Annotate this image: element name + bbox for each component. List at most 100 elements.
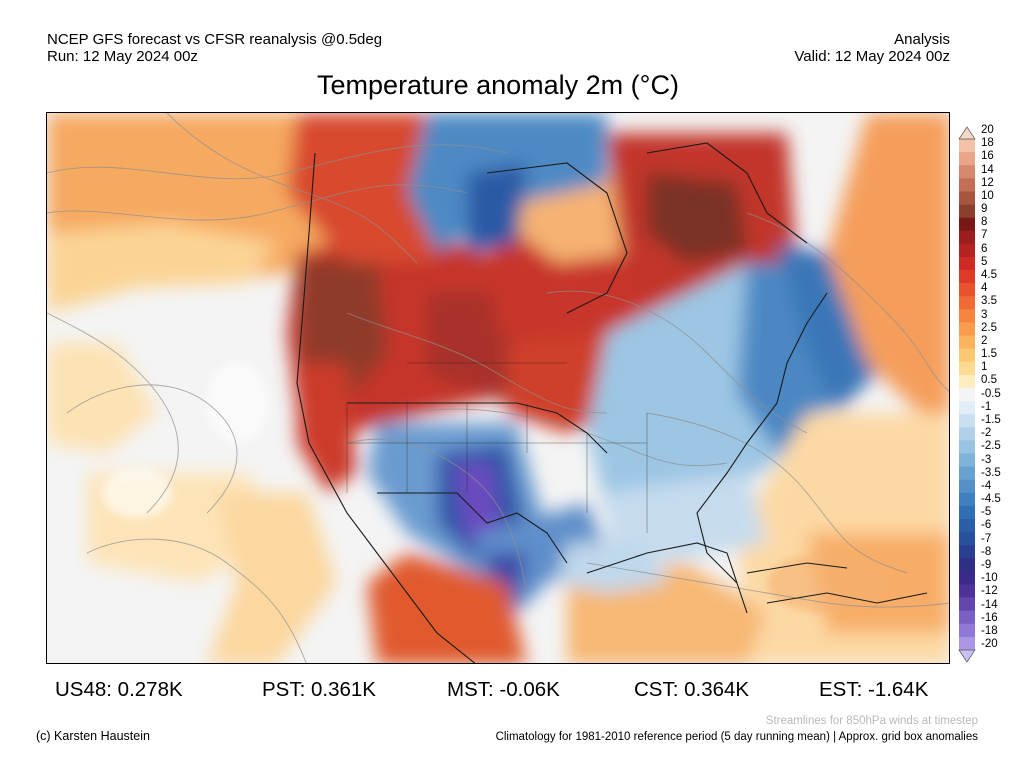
colorbar-tick-label: -14 — [981, 598, 998, 611]
model-description: NCEP GFS forecast vs CFSR reanalysis @0.… — [47, 31, 383, 48]
analysis-label: Analysis — [894, 31, 950, 48]
colorbar-segment — [959, 217, 975, 232]
climatology-note: Climatology for 1981-2010 reference peri… — [495, 731, 978, 743]
colorbar-labels: 20 18 16 14 12 10 9 8 7 6 5 4.5 4 3.5 3 2.5 2 1.5 1 0.5 -0.5… — [981, 124, 1021, 650]
colorbar-tick-label: -5 — [981, 506, 992, 519]
colorbar-segment — [959, 414, 975, 428]
header-left: NCEP GFS forecast vs CFSR reanalysis @0.… — [47, 31, 382, 65]
colorbar-segment — [959, 610, 975, 625]
colorbar-segment — [959, 479, 975, 494]
colorbar-segment — [959, 453, 975, 467]
colorbar-segment — [959, 243, 975, 258]
colorbar-tick-label: 20 — [981, 124, 994, 136]
colorbar-segment — [959, 558, 975, 572]
region-stats: US48: 0.278K PST: 0.361K MST: -0.06K CST… — [46, 678, 950, 704]
colorbar — [958, 126, 976, 663]
colorbar-tick-label: -9 — [981, 558, 992, 571]
colorbar-tick-label: -3.5 — [981, 466, 1001, 479]
stat-us48: US48: 0.278K — [55, 678, 183, 701]
colorbar-tick-label: 4.5 — [981, 269, 997, 281]
colorbar-tick-label: -10 — [981, 572, 998, 585]
colorbar-top-arrow — [958, 126, 976, 140]
colorbar-segment — [959, 230, 975, 245]
colorbar-bottom-arrow — [958, 649, 976, 663]
colorbar-segment — [959, 165, 975, 179]
colorbar-segment — [959, 361, 975, 376]
colorbar-tick-label: 2.5 — [981, 321, 997, 334]
colorbar-tick-label: 6 — [981, 242, 988, 255]
colorbar-segment — [959, 348, 975, 363]
colorbar-segment — [959, 492, 975, 507]
colorbar-tick-label: 16 — [981, 150, 994, 163]
anomaly-map — [46, 112, 950, 664]
colorbar-segment — [959, 178, 975, 192]
colorbar-tick-label: 8 — [981, 216, 988, 229]
colorbar-tick-label: 10 — [981, 189, 994, 202]
stat-pst: PST: 0.361K — [262, 678, 376, 701]
colorbar-segment — [959, 545, 975, 559]
colorbar-tick-label: -4.5 — [981, 493, 1001, 505]
colorbar-tick-label: 2 — [981, 334, 988, 347]
colorbar-tick-label: -7 — [981, 532, 992, 545]
colorbar-tick-label: 4 — [981, 282, 988, 295]
colorbar-segment — [959, 623, 975, 638]
colorbar-segment — [959, 322, 975, 336]
colorbar-segment — [959, 387, 975, 402]
colorbar-segment — [959, 505, 975, 520]
colorbar-tick-label: 14 — [981, 163, 994, 176]
colorbar-tick-label: -4 — [981, 479, 992, 492]
colorbar-segment — [959, 152, 975, 166]
colorbar-segment — [959, 374, 975, 389]
colorbar-tick-label: 1.5 — [981, 348, 997, 361]
colorbar-tick-label: -6 — [981, 519, 992, 532]
colorbar-tick-label: -2.5 — [981, 440, 1001, 453]
colorbar-tick-label: 5 — [981, 255, 988, 268]
colorbar-tick-label: 1 — [981, 361, 988, 374]
colorbar-segment — [959, 270, 975, 284]
colorbar-segment — [959, 532, 975, 546]
colorbar-segment — [959, 440, 975, 454]
stat-cst: CST: 0.364K — [634, 678, 750, 701]
colorbar-segment — [959, 401, 975, 415]
map-title: Temperature anomaly 2m (°C) — [317, 70, 679, 100]
colorbar-tick-label: 3.5 — [981, 295, 997, 308]
colorbar-tick-label: -8 — [981, 545, 992, 558]
colorbar-segment — [959, 139, 975, 153]
colorbar-segment — [959, 636, 975, 651]
stat-mst: MST: -0.06K — [447, 678, 560, 701]
colorbar-segment — [959, 283, 975, 297]
colorbar-tick-label: 0.5 — [981, 374, 997, 387]
header-right: Analysis Valid: 12 May 2024 00z — [794, 31, 950, 65]
colorbar-segment — [959, 296, 975, 310]
colorbar-segments — [959, 139, 975, 651]
colorbar-tick-label: -20 — [981, 638, 998, 650]
colorbar-segment — [959, 584, 975, 598]
colorbar-tick-label: 3 — [981, 308, 988, 321]
colorbar-tick-label: 7 — [981, 229, 988, 242]
colorbar-segment — [959, 571, 975, 585]
colorbar-segment — [959, 518, 975, 533]
colorbar-segment — [959, 597, 975, 611]
colorbar-segment — [959, 427, 975, 441]
colorbar-segment — [959, 466, 975, 480]
colorbar-tick-label: -0.5 — [981, 387, 1001, 400]
colorbar-tick-label: 18 — [981, 137, 994, 150]
colorbar-tick-label: -1 — [981, 400, 992, 413]
streamline-note: Streamlines for 850hPa winds at timestep — [765, 715, 978, 727]
colorbar-segment — [959, 204, 975, 218]
colorbar-tick-label: 9 — [981, 203, 988, 216]
copyright: (c) Karsten Haustein — [36, 729, 150, 743]
colorbar-tick-label: -12 — [981, 585, 998, 598]
colorbar-tick-label: -18 — [981, 624, 998, 637]
colorbar-tick-label: -1.5 — [981, 413, 1001, 426]
colorbar-tick-label: -3 — [981, 453, 992, 466]
anomaly-map-graphic — [47, 113, 949, 663]
colorbar-tick-label: 12 — [981, 176, 994, 189]
colorbar-tick-label: -2 — [981, 427, 992, 440]
colorbar-segment — [959, 335, 975, 349]
stat-est: EST: -1.64K — [819, 678, 929, 701]
colorbar-tick-label: -16 — [981, 611, 998, 624]
colorbar-segment — [959, 191, 975, 205]
run-time: Run: 12 May 2024 00z — [47, 48, 198, 65]
colorbar-segment — [959, 256, 975, 271]
